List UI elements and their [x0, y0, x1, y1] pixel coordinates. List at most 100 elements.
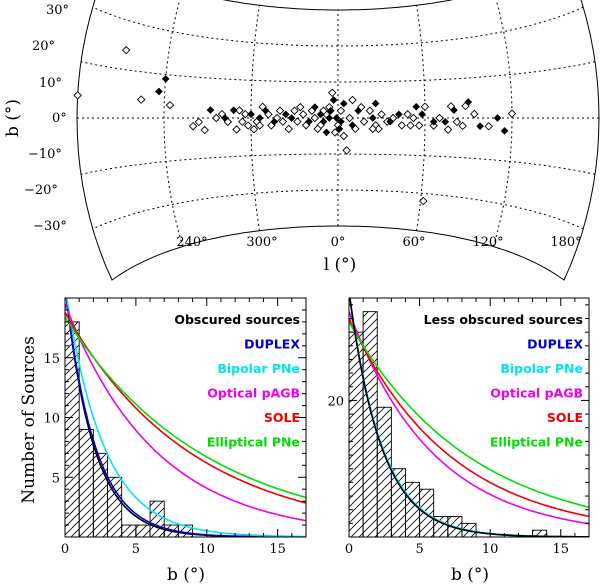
map-point-filled [335, 124, 344, 133]
map-points [73, 45, 517, 206]
h1-y-tick-labels: 5 10 15 [43, 352, 60, 487]
h2-xtick: 0 [345, 542, 353, 557]
map-grid-meridian [163, 0, 184, 247]
h2-legend-less-obscured: Less obscured sources [424, 312, 583, 327]
map-point-open [232, 125, 241, 134]
map-point-filled [418, 110, 426, 119]
map-ytick: 10° [39, 76, 62, 91]
map-point-open [336, 106, 346, 116]
map-point-open [296, 102, 305, 112]
map-point-open [121, 45, 131, 55]
h1-xtick: 5 [132, 542, 140, 557]
h1-ytick: 10 [43, 412, 60, 427]
h1-bar [149, 500, 165, 537]
map-point-filled [371, 99, 380, 108]
h1-legend-obscured: Obscured sources [174, 312, 300, 327]
map-point-filled [395, 110, 403, 119]
h1-curve-elliptical [65, 316, 306, 499]
map-point-filled [255, 114, 264, 122]
map-ytick: 20° [32, 39, 55, 54]
h1-ytick: 15 [43, 352, 60, 367]
map-point-open [136, 95, 146, 104]
map-point-open [397, 121, 407, 130]
h2-legend-sole: SOLE [547, 410, 583, 425]
h1-legend-sole: SOLE [264, 410, 300, 425]
h2-xtick: 5 [415, 542, 423, 557]
map-point-filled [441, 118, 450, 126]
h1-legend: Obscured sources DUPLEX Bipolar PNe Opti… [174, 312, 300, 450]
map-point-open [414, 121, 424, 130]
map-point-open [327, 88, 337, 98]
map-point-open [377, 110, 386, 119]
h1-legend-duplex: DUPLEX [244, 337, 300, 352]
h2-curve-optical [349, 311, 589, 525]
map-point-open [374, 124, 383, 134]
map-point-filled [332, 114, 341, 122]
map-point-filled [368, 114, 377, 122]
h1-bar [107, 476, 123, 537]
galactic-map: 30° 20° 10° 0° −10° −20° −30° 240° 300° … [3, 0, 600, 281]
map-point-open [238, 117, 247, 127]
h2-legend-elliptical: Elliptical PNe [490, 435, 583, 450]
map-point-open [359, 117, 369, 126]
h2-legend: Less obscured sources DUPLEX Bipolar PNe… [424, 312, 584, 450]
map-y-tick-labels: 30° 20° 10° 0° −10° −20° −30° [24, 3, 69, 234]
map-xtick: 240° [176, 235, 207, 250]
map-point-open [235, 106, 244, 115]
h1-frame [64, 297, 307, 538]
map-point-open [243, 121, 253, 130]
h2-curve-sole [349, 318, 589, 518]
map-point-open [443, 125, 453, 134]
map-point-open [484, 122, 493, 131]
map-point-open [365, 106, 375, 115]
map-point-open [278, 117, 288, 126]
map-point-open [255, 121, 264, 130]
map-xtick: 0° [331, 235, 346, 250]
map-point-filled [412, 102, 421, 111]
map-point-filled [500, 127, 509, 135]
map-point-filled [464, 98, 473, 106]
map-point-filled [287, 114, 296, 122]
histogram-less-obscured: 0 5 10 15 20 Less obscured sources DUPLE… [327, 297, 590, 585]
map-point-filled [386, 117, 395, 126]
map-point-open [339, 131, 349, 141]
map-point-filled [221, 114, 229, 122]
map-point-open [194, 117, 204, 127]
map-x-label: l (°) [324, 255, 357, 275]
h1-ytick: 5 [52, 471, 60, 486]
map-point-filled [261, 106, 270, 115]
map-point-open [310, 113, 320, 123]
h2-bar [390, 468, 406, 537]
map-point-filled [354, 106, 363, 115]
map-point-open [211, 113, 221, 123]
map-ytick: −20° [24, 183, 58, 198]
map-grid-meridian [492, 0, 513, 247]
h2-legend-optical: Optical pAGB [490, 386, 583, 401]
h2-curve-elliptical [349, 321, 589, 508]
map-xtick: 120° [472, 235, 503, 250]
map-point-filled [339, 99, 348, 108]
map-point-filled [450, 106, 458, 115]
map-point-open [73, 91, 82, 100]
map-point-open [293, 117, 302, 126]
map-point-filled [161, 75, 170, 83]
map-grid-parallel [80, 61, 596, 83]
h2-legend-bipolar: Bipolar PNe [500, 361, 583, 376]
h2-xtick: 15 [552, 542, 569, 557]
h1-bar [121, 524, 137, 537]
map-point-open [188, 121, 198, 131]
map-point-open [419, 196, 428, 206]
map-point-open [290, 106, 299, 115]
histogram-obscured: 0 5 10 15 5 10 15 Obscured sources DUPLE… [19, 297, 307, 585]
map-point-filled [476, 122, 484, 130]
map-point-filled [310, 103, 319, 111]
h1-bar [78, 429, 94, 537]
map-point-open [470, 109, 479, 119]
h2-legend-duplex: DUPLEX [527, 337, 583, 352]
map-point-filled [319, 117, 328, 126]
map-point-open [409, 113, 418, 123]
h2-bar [376, 406, 392, 537]
map-point-filled [155, 87, 163, 96]
map-ytick: −10° [28, 147, 62, 162]
